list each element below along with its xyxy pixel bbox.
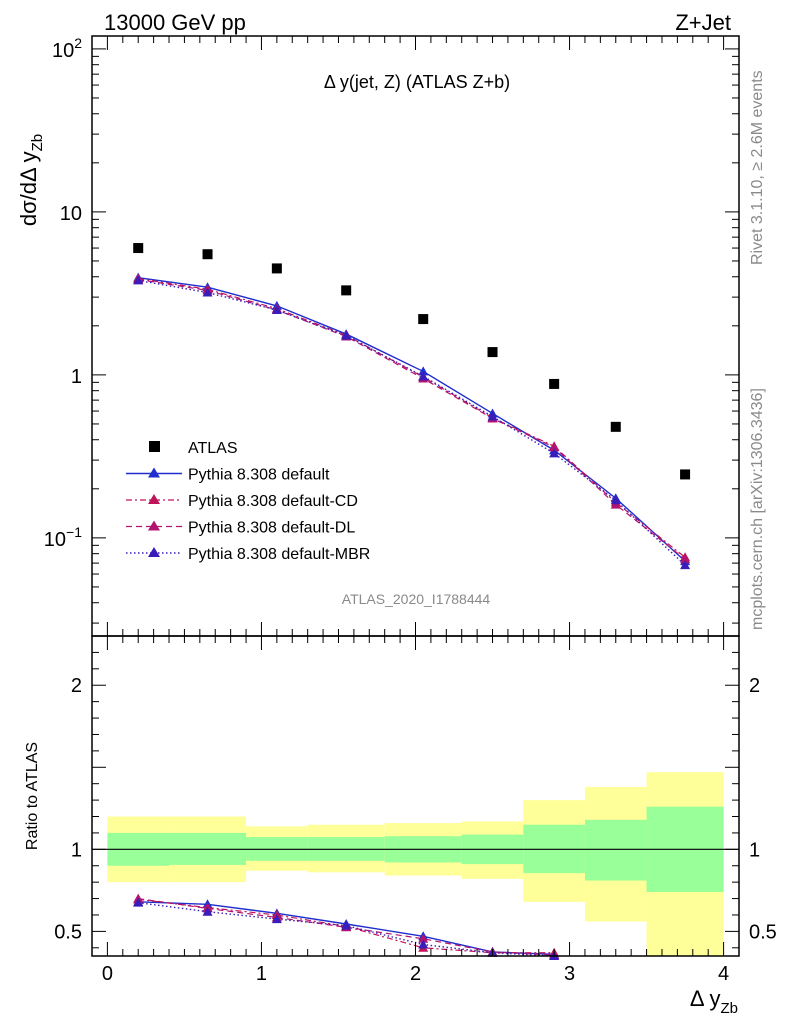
main-y-tick-label-base: 10 (44, 529, 66, 551)
ratio-x-tick-label: 3 (564, 963, 575, 985)
main-y-label-text: dσ/dΔ y (16, 151, 41, 226)
ratio-y-tick-label: 2 (71, 675, 82, 697)
marker-mbr (680, 560, 691, 570)
marker-mbr (271, 305, 282, 315)
main-series (133, 243, 691, 570)
legend-marker-mbr (148, 547, 160, 557)
header-right: Z+Jet (675, 10, 731, 35)
x-axis-label: Δ yZb (690, 986, 738, 1017)
legend-label-default: Pythia 8.308 default (188, 467, 330, 484)
legend-marker-dl (148, 520, 160, 531)
legend-label-atlas: ATLAS (188, 440, 238, 457)
header-left: 13000 GeV pp (104, 10, 246, 35)
x-axis-label-sub: Zb (720, 1000, 738, 1017)
main-y-tick-label-base: 10 (60, 203, 82, 225)
atlas-point (487, 347, 498, 358)
main-y-tick-label-exp: 2 (74, 35, 82, 51)
ratio-marker-mbr (271, 914, 282, 924)
main-y-tick-label-base: 10 (52, 40, 74, 62)
svg-text:dσ/dΔ yZb: dσ/dΔ yZb (16, 134, 46, 226)
ratio-x-tick-label: 4 (718, 963, 729, 985)
ratio-bands (107, 772, 724, 956)
analysis-tag: ATLAS_2020_I1788444 (342, 591, 491, 607)
ratio-y-tick-label-right: 2 (749, 675, 760, 697)
series-line-cd (138, 277, 686, 558)
ratio-band-inner (584, 819, 647, 881)
marker-default (418, 366, 429, 376)
ratio-marker-mbr (418, 939, 429, 949)
atlas-point (133, 243, 144, 254)
ratio-x-axis: 0 1 2 3 4 (102, 636, 729, 985)
ratio-panel: 0.5 0.5 1 1 2 2 0 1 2 3 4 Ratio to ATLAS Δ yZb (24, 635, 777, 1017)
marker-mbr (418, 371, 429, 381)
legend-marker-default (148, 467, 160, 478)
legend-label-dl: Pythia 8.308 default-DL (188, 520, 355, 537)
ratio-y-tick-label-right: 0.5 (749, 921, 777, 943)
legend-marker-cd (148, 494, 160, 504)
ratio-x-tick-label: 2 (410, 963, 421, 985)
main-y-tick-label: 10 (60, 203, 82, 225)
main-y-tick-label: 10−1 (44, 524, 82, 551)
marker-mbr (202, 287, 213, 297)
rivet-label: Rivet 3.1.10, ≥ 2.6M events (749, 70, 766, 265)
ratio-y-axis: 0.5 0.5 1 1 2 2 (54, 651, 777, 949)
main-y-label-sub: Zb (29, 134, 46, 152)
x-axis-label-text: Δ y (690, 986, 721, 1011)
legend: ATLAS Pythia 8.308 default Pythia 8.308 de… (126, 440, 370, 563)
ratio-y-label: Ratio to ATLAS (24, 742, 41, 850)
atlas-point (202, 249, 213, 260)
atlas-point (549, 378, 560, 389)
ratio-y-tick-label-right: 1 (749, 839, 760, 861)
atlas-point (271, 263, 282, 274)
ratio-x-tick-label: 1 (256, 963, 267, 985)
marker-mbr (610, 495, 621, 505)
series-line-dl (138, 278, 686, 560)
main-y-label: dσ/dΔ yZb (16, 134, 46, 226)
marker-dl (680, 554, 691, 564)
marker-mbr (487, 411, 498, 421)
ratio-y-tick-label: 1 (71, 839, 82, 861)
main-y-tick-label: 102 (52, 35, 82, 62)
ratio-series (133, 893, 560, 960)
ratio-marker-mbr (341, 920, 352, 930)
marker-dl (549, 442, 560, 452)
mcplots-label: mcplots.cern.ch [arXiv:1306.3436] (749, 388, 766, 630)
legend-label-cd: Pythia 8.308 default-CD (188, 493, 358, 510)
ratio-marker-mbr (202, 906, 213, 916)
ratio-y-tick-label: 0.5 (54, 921, 82, 943)
atlas-point (341, 285, 352, 296)
main-y-tick-label-base: 1 (71, 366, 82, 388)
marker-mbr (341, 330, 352, 340)
ratio-marker-dl (418, 933, 429, 943)
main-x-ticks (106, 36, 725, 636)
panel-title: Δ y(jet, Z) (ATLAS Z+b) (324, 72, 510, 92)
marker-mbr (549, 448, 560, 458)
ratio-x-tick-label: 0 (102, 963, 113, 985)
atlas-point (418, 314, 429, 325)
atlas-point (610, 421, 621, 432)
ratio-marker-mbr (133, 897, 144, 907)
marker-mbr (133, 275, 144, 285)
atlas-point (680, 469, 691, 480)
main-y-tick-label-exp: −1 (66, 524, 82, 540)
legend-label-mbr: Pythia 8.308 default-MBR (188, 546, 370, 563)
legend-marker-atlas (149, 441, 160, 452)
main-y-tick-label: 1 (71, 366, 82, 388)
